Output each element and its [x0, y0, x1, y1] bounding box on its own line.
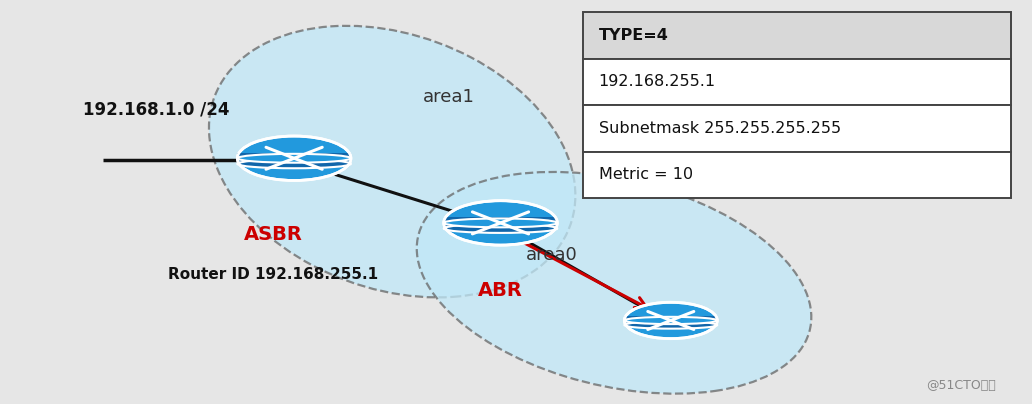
Text: Subnetmask 255.255.255.255: Subnetmask 255.255.255.255: [599, 121, 841, 136]
Text: 192.168.255.1: 192.168.255.1: [599, 74, 715, 89]
Text: ABR: ABR: [478, 281, 523, 301]
Bar: [624, 316, 717, 325]
Text: ASBR: ASBR: [244, 225, 303, 244]
Ellipse shape: [624, 317, 717, 324]
Ellipse shape: [444, 224, 557, 233]
Bar: [444, 217, 557, 228]
Ellipse shape: [444, 219, 557, 227]
FancyBboxPatch shape: [583, 152, 1011, 198]
Text: @51CTO博客: @51CTO博客: [926, 379, 996, 392]
Text: Metric = 10: Metric = 10: [599, 167, 692, 182]
Text: area0: area0: [526, 246, 578, 263]
Circle shape: [624, 302, 717, 339]
Ellipse shape: [237, 160, 351, 168]
Bar: [237, 153, 351, 164]
Ellipse shape: [208, 26, 576, 297]
Text: area1: area1: [423, 88, 475, 106]
Ellipse shape: [237, 154, 351, 163]
FancyBboxPatch shape: [583, 59, 1011, 105]
FancyBboxPatch shape: [583, 105, 1011, 152]
FancyBboxPatch shape: [583, 12, 1011, 59]
Text: 192.168.1.0 /24: 192.168.1.0 /24: [83, 100, 229, 118]
Text: TYPE=4: TYPE=4: [599, 28, 669, 43]
Circle shape: [444, 201, 557, 245]
Circle shape: [237, 136, 351, 181]
Text: Router ID 192.168.255.1: Router ID 192.168.255.1: [168, 267, 379, 282]
Ellipse shape: [624, 322, 717, 329]
Ellipse shape: [417, 172, 811, 393]
